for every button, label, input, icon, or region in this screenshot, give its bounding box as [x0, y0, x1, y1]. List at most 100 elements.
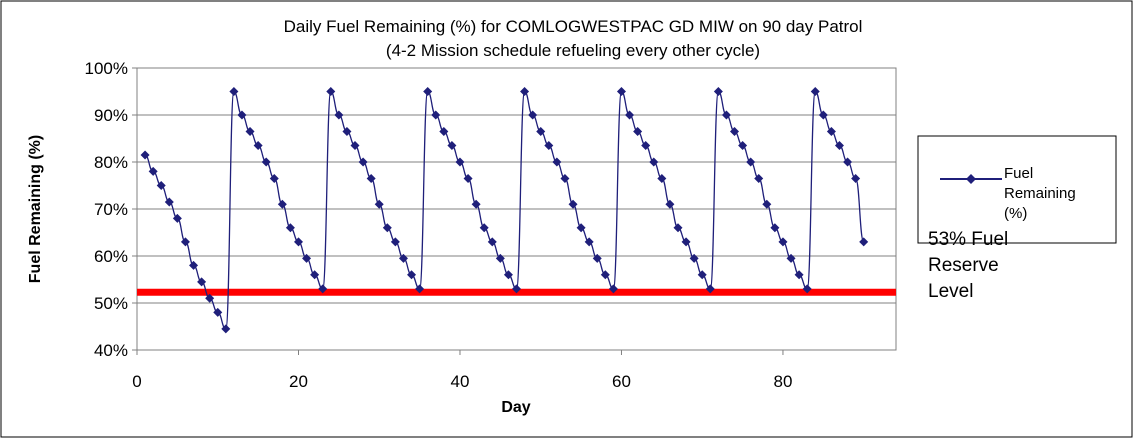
chart-subtitle: (4-2 Mission schedule refueling every ot… [386, 41, 760, 60]
data-point [713, 87, 723, 96]
data-point [697, 270, 707, 280]
data-point [770, 223, 780, 233]
data-point [689, 253, 699, 263]
x-tick-label: 20 [289, 372, 308, 391]
data-point [374, 199, 384, 209]
data-point [859, 237, 869, 247]
data-point [762, 199, 772, 209]
data-point [221, 324, 231, 334]
data-point [245, 126, 255, 136]
data-point [140, 150, 150, 160]
data-point [616, 87, 626, 96]
data-point [528, 110, 538, 120]
reserve-annotation: 53% Fuel Reserve Level [928, 229, 1008, 302]
data-point [746, 157, 756, 167]
x-tick-label: 40 [451, 372, 470, 391]
data-point [318, 284, 328, 294]
data-point [738, 141, 748, 151]
y-axis-title: Fuel Remaining (%) [27, 135, 44, 283]
data-point [205, 293, 215, 303]
data-point [164, 197, 174, 207]
legend: Fuel Remaining (%) [917, 135, 1117, 244]
data-point [229, 87, 239, 96]
data-point [455, 157, 465, 167]
y-tick-label: 80% [94, 153, 128, 172]
data-point [172, 213, 182, 223]
data-point [261, 157, 271, 167]
data-point [826, 126, 836, 136]
data-point [479, 223, 489, 233]
data-point [520, 87, 530, 96]
data-point [285, 223, 295, 233]
data-point [794, 270, 804, 280]
data-point [366, 173, 376, 183]
data-point [834, 141, 844, 151]
data-point [431, 110, 441, 120]
data-point [503, 270, 513, 280]
data-point [415, 284, 425, 294]
data-point [180, 237, 190, 247]
data-point [423, 87, 433, 96]
x-tick-label: 80 [773, 372, 792, 391]
data-point [342, 126, 352, 136]
data-point [818, 110, 828, 120]
data-point [705, 284, 715, 294]
data-point [495, 253, 505, 263]
data-point [471, 199, 481, 209]
data-point [463, 173, 473, 183]
data-point [730, 126, 740, 136]
legend-marker [966, 174, 976, 184]
data-point [673, 223, 683, 233]
legend-label: Fuel [1004, 165, 1033, 182]
data-point [592, 253, 602, 263]
data-point [358, 157, 368, 167]
data-point [633, 126, 643, 136]
x-tick-label: 60 [612, 372, 631, 391]
data-point [851, 173, 861, 183]
data-point [608, 284, 618, 294]
data-point [843, 157, 853, 167]
data-point [544, 141, 554, 151]
data-point [326, 87, 336, 96]
reserve-annotation-line: Reserve [928, 255, 999, 276]
data-point [754, 173, 764, 183]
legend-label: Remaining [1004, 185, 1076, 202]
y-tick-label: 100% [85, 59, 128, 78]
data-point [512, 284, 521, 294]
data-point [310, 270, 320, 280]
data-point [641, 141, 651, 151]
data-point [293, 237, 303, 247]
chart-title: Daily Fuel Remaining (%) for COMLOGWESTP… [284, 17, 863, 36]
y-tick-label: 50% [94, 294, 128, 313]
data-point [681, 237, 691, 247]
data-point [156, 181, 166, 190]
data-point [407, 270, 417, 280]
data-point [649, 157, 659, 167]
data-point [439, 126, 449, 136]
reserve-annotation-line: 53% Fuel [928, 229, 1008, 250]
data-point [552, 157, 562, 167]
data-point [786, 253, 796, 263]
data-point [584, 237, 594, 247]
y-tick-label: 70% [94, 200, 128, 219]
data-point [625, 110, 635, 120]
data-point [576, 223, 586, 233]
data-point [536, 126, 546, 136]
data-point [778, 237, 788, 247]
data-point [665, 199, 675, 209]
y-tick-label: 60% [94, 247, 128, 266]
data-point [657, 173, 667, 183]
data-point [390, 237, 400, 247]
legend-label: (%) [1004, 205, 1027, 222]
x-tick-label: 0 [132, 372, 141, 391]
data-point [398, 253, 408, 263]
data-point [382, 223, 392, 233]
y-tick-label: 90% [94, 106, 128, 125]
data-point [810, 87, 820, 96]
reserve-annotation-line: Level [928, 281, 973, 302]
data-point [213, 307, 223, 317]
series-fuel-remaining [140, 87, 869, 334]
data-point [568, 199, 578, 209]
data-point [600, 270, 610, 280]
